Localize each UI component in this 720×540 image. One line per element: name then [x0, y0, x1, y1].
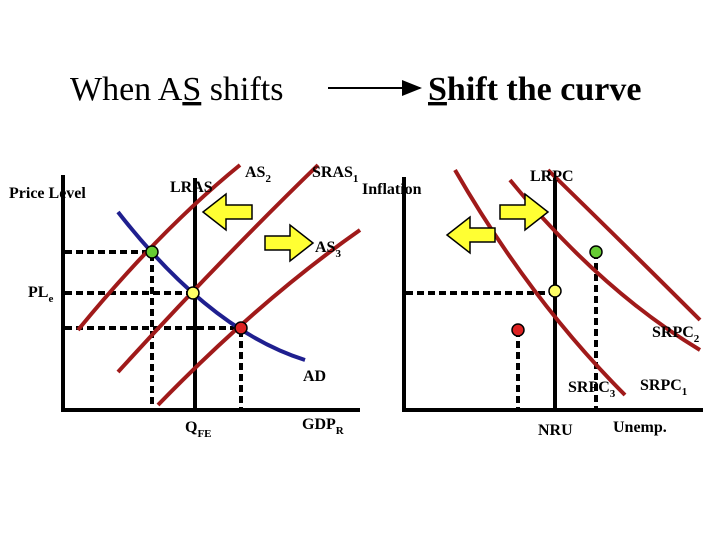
- right-graph-right-arrow: [499, 192, 550, 232]
- label-ad: AD: [303, 368, 326, 385]
- label-price-level: Price Level: [9, 185, 86, 202]
- phillips-dot-green: [589, 245, 603, 259]
- as3-curve: [156, 228, 362, 407]
- sras1-curve: [116, 163, 320, 374]
- label-gdpr: GDPR: [302, 416, 345, 437]
- right-graph: Inflation LRPC SRPC2 SRPC3 SRPC1 NRU Une…: [362, 168, 703, 439]
- label-srpc3: SRPC3: [568, 379, 616, 400]
- label-lras: LRAS: [170, 179, 213, 196]
- label-ple: PLe: [28, 284, 53, 305]
- equilibrium-dot-green: [145, 245, 159, 259]
- phillips-dot-yellow: [548, 284, 562, 298]
- srpc1-curve: [546, 168, 702, 322]
- label-lrpc: LRPC: [530, 168, 574, 185]
- label-srpc1: SRPC1: [640, 377, 687, 398]
- ad-curve: [116, 210, 306, 362]
- equilibrium-dot-red: [234, 321, 248, 335]
- right-graph-left-arrow: [445, 215, 496, 255]
- equilibrium-dot-yellow: [186, 286, 200, 300]
- left-shift-arrow: [201, 192, 253, 232]
- label-as3: AS3: [315, 239, 341, 260]
- title-right: Shift the curve: [428, 71, 641, 108]
- label-unemp: Unemp.: [613, 419, 667, 436]
- label-nru: NRU: [538, 422, 573, 439]
- right-shift-arrow: [264, 223, 315, 263]
- srpc3-curve: [453, 169, 627, 397]
- left-graph: Price Level LRAS AS2 SRAS1 AS3 PLe AD QF…: [9, 163, 362, 440]
- label-sras1: SRAS1: [312, 164, 358, 185]
- phillips-dot-red: [511, 323, 525, 337]
- label-inflation: Inflation: [362, 181, 422, 198]
- label-as2: AS2: [245, 164, 271, 185]
- as2-curve: [76, 163, 242, 332]
- label-qfe: QFE: [185, 419, 212, 440]
- title-left: When AS shifts: [70, 71, 283, 108]
- label-srpc2: SRPC2: [652, 324, 700, 345]
